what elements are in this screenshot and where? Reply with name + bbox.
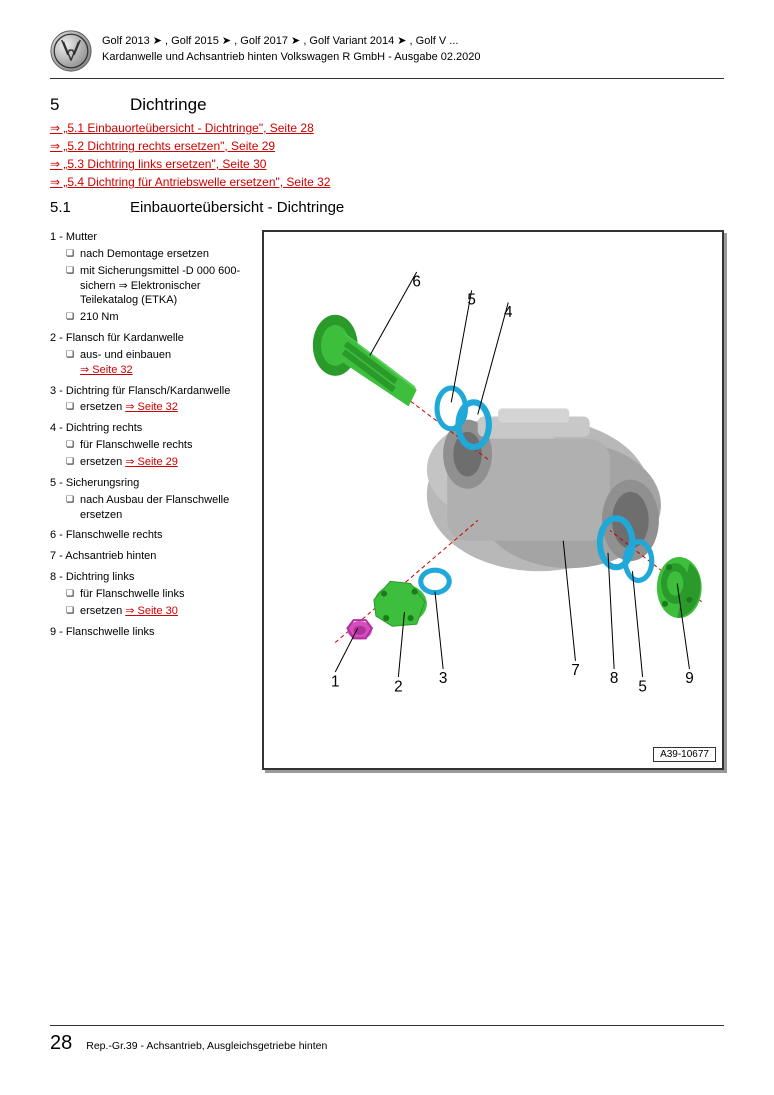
toc-link[interactable]: ⇒ „5.4 Dichtring für Antriebswelle erset… [50, 175, 724, 189]
exploded-view-figure: 1 2 3 4 5 5 6 7 8 9 A39-10677 [262, 230, 724, 770]
callout-number: 6 [412, 273, 420, 290]
part-title: 5 - Sicherungsring [50, 476, 250, 491]
part-item: 8 - Dichtring links für Flanschwelle link… [50, 570, 250, 619]
callout-number: 5 [467, 292, 475, 309]
header-models: Golf 2013 ➤ , Golf 2015 ➤ , Golf 2017 ➤ … [102, 34, 481, 49]
callout-number: 4 [504, 304, 513, 321]
part-item: 6 - Flanschwelle rechts [50, 528, 250, 543]
part-sub-item: aus- und einbauen⇒ Seite 32 [66, 348, 250, 378]
part-item: 3 - Dichtring für Flansch/Kardanwelleers… [50, 384, 250, 416]
part-title: 6 - Flanschwelle rechts [50, 528, 250, 543]
footer-text: Rep.-Gr.39 - Achsantrieb, Ausgleichsgetr… [86, 1040, 327, 1052]
flanschwelle-links [657, 557, 702, 618]
callout-number: 8 [610, 670, 618, 687]
part-sub-item: mit Sicherungsmittel -D 000 600- sichern… [66, 264, 250, 309]
page-number: 28 [50, 1032, 72, 1055]
page-link[interactable]: ⇒ Seite 32 [125, 401, 178, 413]
part-item: 2 - Flansch für Kardanwelle aus- und einb… [50, 331, 250, 378]
part-title: 7 - Achsantrieb hinten [50, 549, 250, 564]
subsection-heading: 5.1 Einbauorteübersicht - Dichtringe [50, 199, 724, 216]
part-item: 4 - Dichtring rechts für Flanschwelle rec… [50, 421, 250, 470]
part-sub-item: ersetzen ⇒ Seite 32 [66, 400, 250, 415]
callout-number: 9 [685, 670, 693, 687]
part-sub-item: für Flanschwelle rechts [66, 438, 250, 453]
part-title: 3 - Dichtring für Flansch/Kardanwelle [50, 384, 250, 399]
figure-id: A39-10677 [653, 747, 716, 762]
section-number: 5 [50, 95, 130, 115]
part-item: 5 - Sicherungsring nach Ausbau der Flansc… [50, 476, 250, 523]
part-sub-item: nach Demontage ersetzen [66, 247, 250, 262]
page-header: Golf 2013 ➤ , Golf 2015 ➤ , Golf 2017 ➤ … [50, 30, 724, 79]
callout-number: 1 [331, 673, 339, 690]
part-title: 9 - Flanschwelle links [50, 625, 250, 640]
vw-logo-icon [50, 30, 92, 72]
callout-number: 3 [439, 670, 447, 687]
part-sub-item: nach Ausbau der Flanschwelle ersetzen [66, 493, 250, 523]
parts-list: 1 - Mutter nach Demontage ersetzen mit Sic… [50, 230, 250, 770]
toc-link[interactable]: ⇒ „5.1 Einbauorteübersicht - Dichtringe"… [50, 121, 724, 135]
part-sub-item: ersetzen ⇒ Seite 30 [66, 604, 250, 619]
toc: ⇒ „5.1 Einbauorteübersicht - Dichtringe"… [50, 121, 724, 189]
page-link[interactable]: ⇒ Seite 32 [80, 364, 133, 376]
part-title: 4 - Dichtring rechts [50, 421, 250, 436]
mutter-icon [347, 620, 371, 639]
toc-link[interactable]: ⇒ „5.2 Dichtring rechts ersetzen", Seite… [50, 139, 724, 153]
callout-number: 2 [394, 678, 402, 695]
flanschwelle-rechts [313, 315, 417, 407]
part-sub-item: für Flanschwelle links [66, 587, 250, 602]
part-title: 2 - Flansch für Kardanwelle [50, 331, 250, 346]
subsection-title: Einbauorteübersicht - Dichtringe [130, 199, 344, 216]
part-item: 7 - Achsantrieb hinten [50, 549, 250, 564]
dichtring-flansch-icon [421, 570, 449, 592]
header-doc-title: Kardanwelle und Achsantrieb hinten Volks… [102, 50, 481, 65]
part-sub-item: 210 Nm [66, 310, 250, 325]
page-link[interactable]: ⇒ Seite 29 [125, 456, 178, 468]
part-item: 1 - Mutter nach Demontage ersetzen mit Sic… [50, 230, 250, 325]
subsection-number: 5.1 [50, 199, 130, 216]
section-title: Dichtringe [130, 95, 207, 115]
section-heading: 5 Dichtringe [50, 95, 724, 115]
flansch-kardanwelle [374, 581, 427, 626]
part-title: 1 - Mutter [50, 230, 250, 245]
part-item: 9 - Flanschwelle links [50, 625, 250, 640]
part-title: 8 - Dichtring links [50, 570, 250, 585]
page-footer: 28 Rep.-Gr.39 - Achsantrieb, Ausgleichsg… [50, 1025, 724, 1055]
toc-link[interactable]: ⇒ „5.3 Dichtring links ersetzen", Seite … [50, 157, 724, 171]
page-link[interactable]: ⇒ Seite 30 [125, 605, 178, 617]
callout-number: 7 [571, 662, 579, 679]
callout-number: 5 [638, 678, 646, 695]
part-sub-item: ersetzen ⇒ Seite 29 [66, 455, 250, 470]
